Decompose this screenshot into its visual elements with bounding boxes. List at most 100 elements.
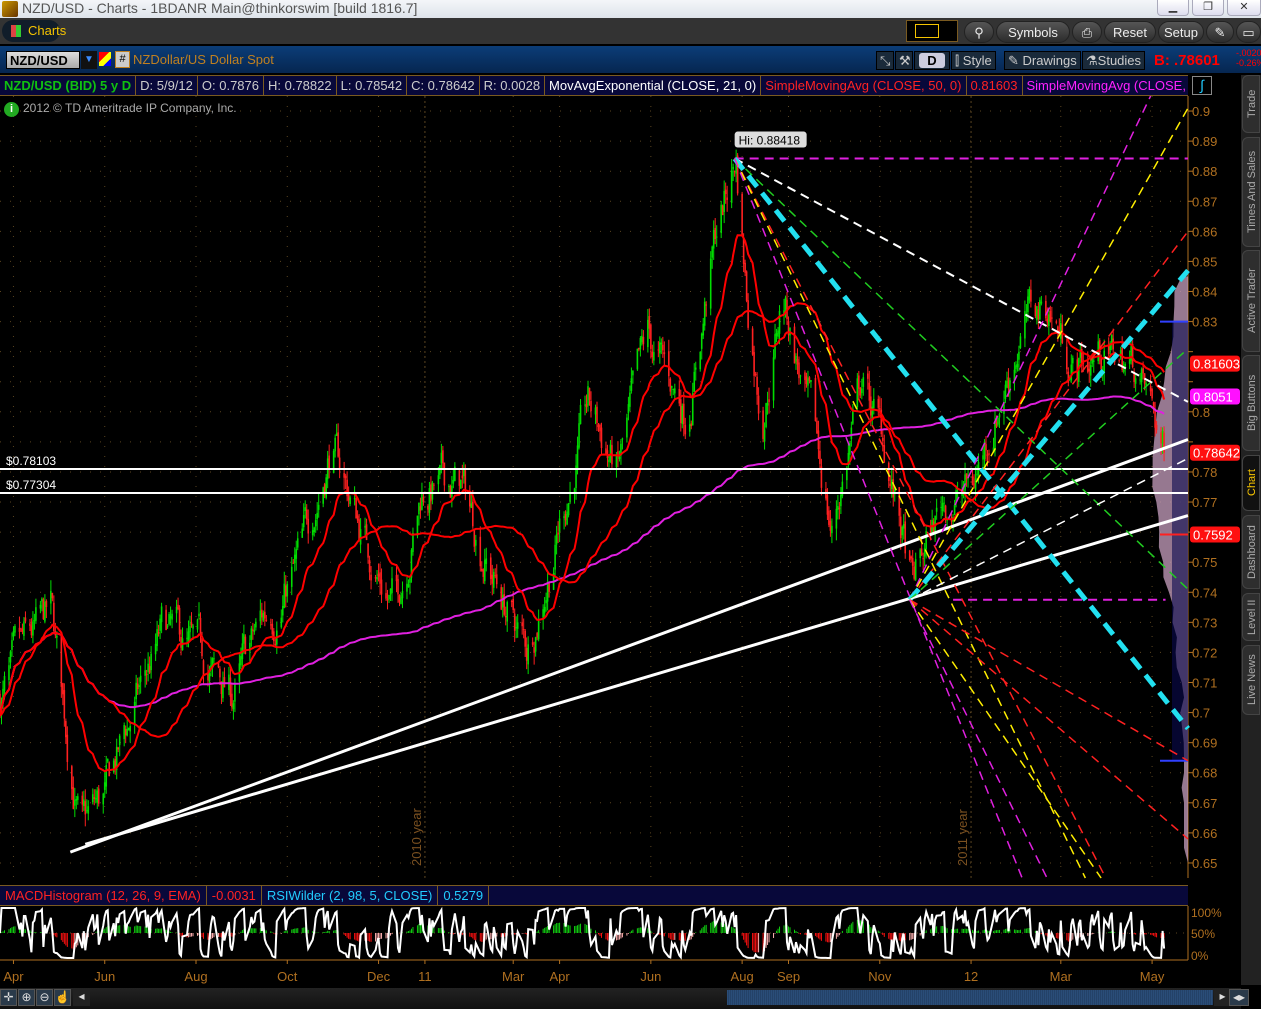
- rsi-study-label[interactable]: RSIWilder (2, 98, 5, CLOSE): [262, 886, 439, 905]
- candle-body: [186, 637, 188, 640]
- detach-icon[interactable]: ▭: [1236, 21, 1261, 43]
- zoom-in-icon[interactable]: ⊕: [18, 989, 35, 1006]
- zoom-out-icon[interactable]: ⊖: [36, 989, 53, 1006]
- minimize-button[interactable]: ▁: [1157, 0, 1189, 16]
- y-tick-label: 0.75: [1192, 555, 1217, 570]
- scroll-left-icon[interactable]: ◂: [73, 989, 90, 1006]
- candle-body: [944, 505, 947, 520]
- candle-body: [358, 519, 360, 541]
- tab-charts[interactable]: Charts: [2, 20, 66, 42]
- candle-body: [1091, 358, 1094, 364]
- candle-body: [451, 485, 453, 498]
- y-tick-label: 0.67: [1192, 796, 1217, 811]
- side-tab-live-news[interactable]: Live News: [1242, 645, 1260, 715]
- candle-body: [347, 491, 350, 501]
- candle-body: [691, 393, 694, 426]
- candle-body: [1016, 364, 1019, 368]
- scroll-thumb[interactable]: [727, 990, 1213, 1005]
- side-tab-big-buttons[interactable]: Big Buttons: [1242, 355, 1260, 451]
- candle-body: [597, 424, 600, 428]
- candle-body: [1060, 322, 1062, 339]
- candle-body: [388, 594, 390, 600]
- candle-body: [913, 566, 915, 579]
- close-button[interactable]: ✕: [1227, 0, 1261, 16]
- reset-button[interactable]: Reset: [1104, 21, 1156, 43]
- macd-study-label[interactable]: MACDHistogram (12, 26, 9, EMA): [0, 886, 207, 905]
- candle-body: [536, 633, 538, 638]
- candle-body: [1128, 357, 1131, 364]
- link-color-icon[interactable]: [99, 52, 111, 66]
- side-tab-chart[interactable]: Chart: [1242, 455, 1260, 511]
- candle-body: [77, 796, 79, 800]
- scroll-right-icon[interactable]: ▸: [1214, 989, 1231, 1006]
- candle-body: [482, 569, 485, 577]
- info-icon[interactable]: i: [4, 102, 19, 117]
- expand-icon[interactable]: ◂▸: [1229, 989, 1249, 1006]
- side-tab-level-ii[interactable]: Level II: [1242, 593, 1260, 641]
- wrench-button[interactable]: ⚲: [964, 21, 994, 43]
- candle-body: [416, 515, 419, 536]
- chart-style-icon[interactable]: ∫: [1192, 76, 1212, 95]
- candle-body: [96, 790, 99, 803]
- symbol-input[interactable]: NZD/USD: [6, 51, 80, 69]
- candle-body: [211, 658, 214, 669]
- side-tab-active-trader[interactable]: Active Trader: [1242, 250, 1260, 352]
- candle-body: [129, 725, 131, 732]
- candle-body: [337, 432, 339, 457]
- studies-button[interactable]: ⚗Studies: [1082, 51, 1146, 70]
- side-tab-times-and-sales[interactable]: Times And Sales: [1242, 137, 1260, 247]
- candle-body: [1152, 402, 1155, 410]
- candle-body: [871, 406, 874, 419]
- candle-body: [470, 503, 473, 508]
- sma50-study-label[interactable]: SimpleMovingAvg (CLOSE, 50, 0): [761, 76, 967, 95]
- y-tick-label: 0.69: [1192, 736, 1217, 751]
- candle-body: [762, 410, 764, 439]
- y-tick-label: 0.86: [1192, 224, 1217, 239]
- candle-body: [642, 336, 645, 345]
- candle-body: [733, 171, 736, 173]
- candle-body: [668, 351, 670, 377]
- price-chart[interactable]: 0.9 0.89 0.88 0.87 0.86 0.85 0.84 0.83 0.8 0.78 0.…: [0, 96, 1241, 881]
- candle-body: [431, 482, 434, 500]
- y-tick-label: 0.72: [1192, 645, 1217, 660]
- print-button[interactable]: ⎙: [1072, 21, 1102, 43]
- candle-body: [986, 454, 989, 456]
- setup-button[interactable]: Setup: [1158, 21, 1204, 43]
- style-button[interactable]: ⫿ Style: [951, 51, 996, 70]
- sma200-study-label[interactable]: SimpleMovingAvg (CLOSE, 2...: [1026, 78, 1189, 93]
- hash-icon[interactable]: #: [115, 51, 130, 68]
- candle-body: [398, 595, 401, 603]
- side-tab-dashboard[interactable]: Dashboard: [1242, 515, 1260, 589]
- candle-body: [232, 703, 235, 710]
- candle-body: [422, 497, 425, 502]
- maximize-button[interactable]: ❐: [1192, 0, 1224, 16]
- candle-body: [711, 246, 714, 258]
- side-tab-trade[interactable]: Trade: [1242, 75, 1260, 133]
- candle-body: [922, 558, 924, 560]
- crosshair-icon[interactable]: ✛: [0, 989, 17, 1006]
- candle-body: [469, 492, 471, 507]
- symbols-button[interactable]: Symbols: [996, 21, 1070, 43]
- candle-body: [1006, 380, 1008, 388]
- candle-body: [1036, 306, 1038, 321]
- wrench-icon[interactable]: ⚒: [895, 51, 913, 70]
- pan-icon[interactable]: ⤡: [876, 51, 894, 70]
- symbol-dropdown-icon[interactable]: ▼: [81, 51, 97, 69]
- candle-body: [1055, 321, 1058, 323]
- candle-body: [118, 735, 121, 746]
- y-tick-label: 0.84: [1192, 285, 1217, 300]
- color-swatch-button[interactable]: [906, 20, 958, 42]
- hand-icon[interactable]: ☝: [54, 989, 71, 1006]
- pin-icon[interactable]: ✎: [1206, 21, 1234, 43]
- candle-body: [840, 494, 842, 507]
- candle-body: [503, 594, 506, 615]
- candle-body: [126, 728, 128, 736]
- candle-body: [428, 488, 431, 513]
- drawings-button[interactable]: ✎ Drawings: [1004, 51, 1081, 70]
- lower-study-chart[interactable]: 100% 50% 0% Apr Jun Aug Oct Dec 11 Mar Apr Jun Aug Se…: [0, 906, 1241, 988]
- ema-study-label[interactable]: MovAvgExponential (CLOSE, 21, 0): [545, 76, 762, 95]
- candle-body: [114, 759, 117, 770]
- candle-body: [829, 520, 832, 531]
- candle-body: [169, 616, 172, 619]
- aggregation-button[interactable]: D: [914, 51, 950, 70]
